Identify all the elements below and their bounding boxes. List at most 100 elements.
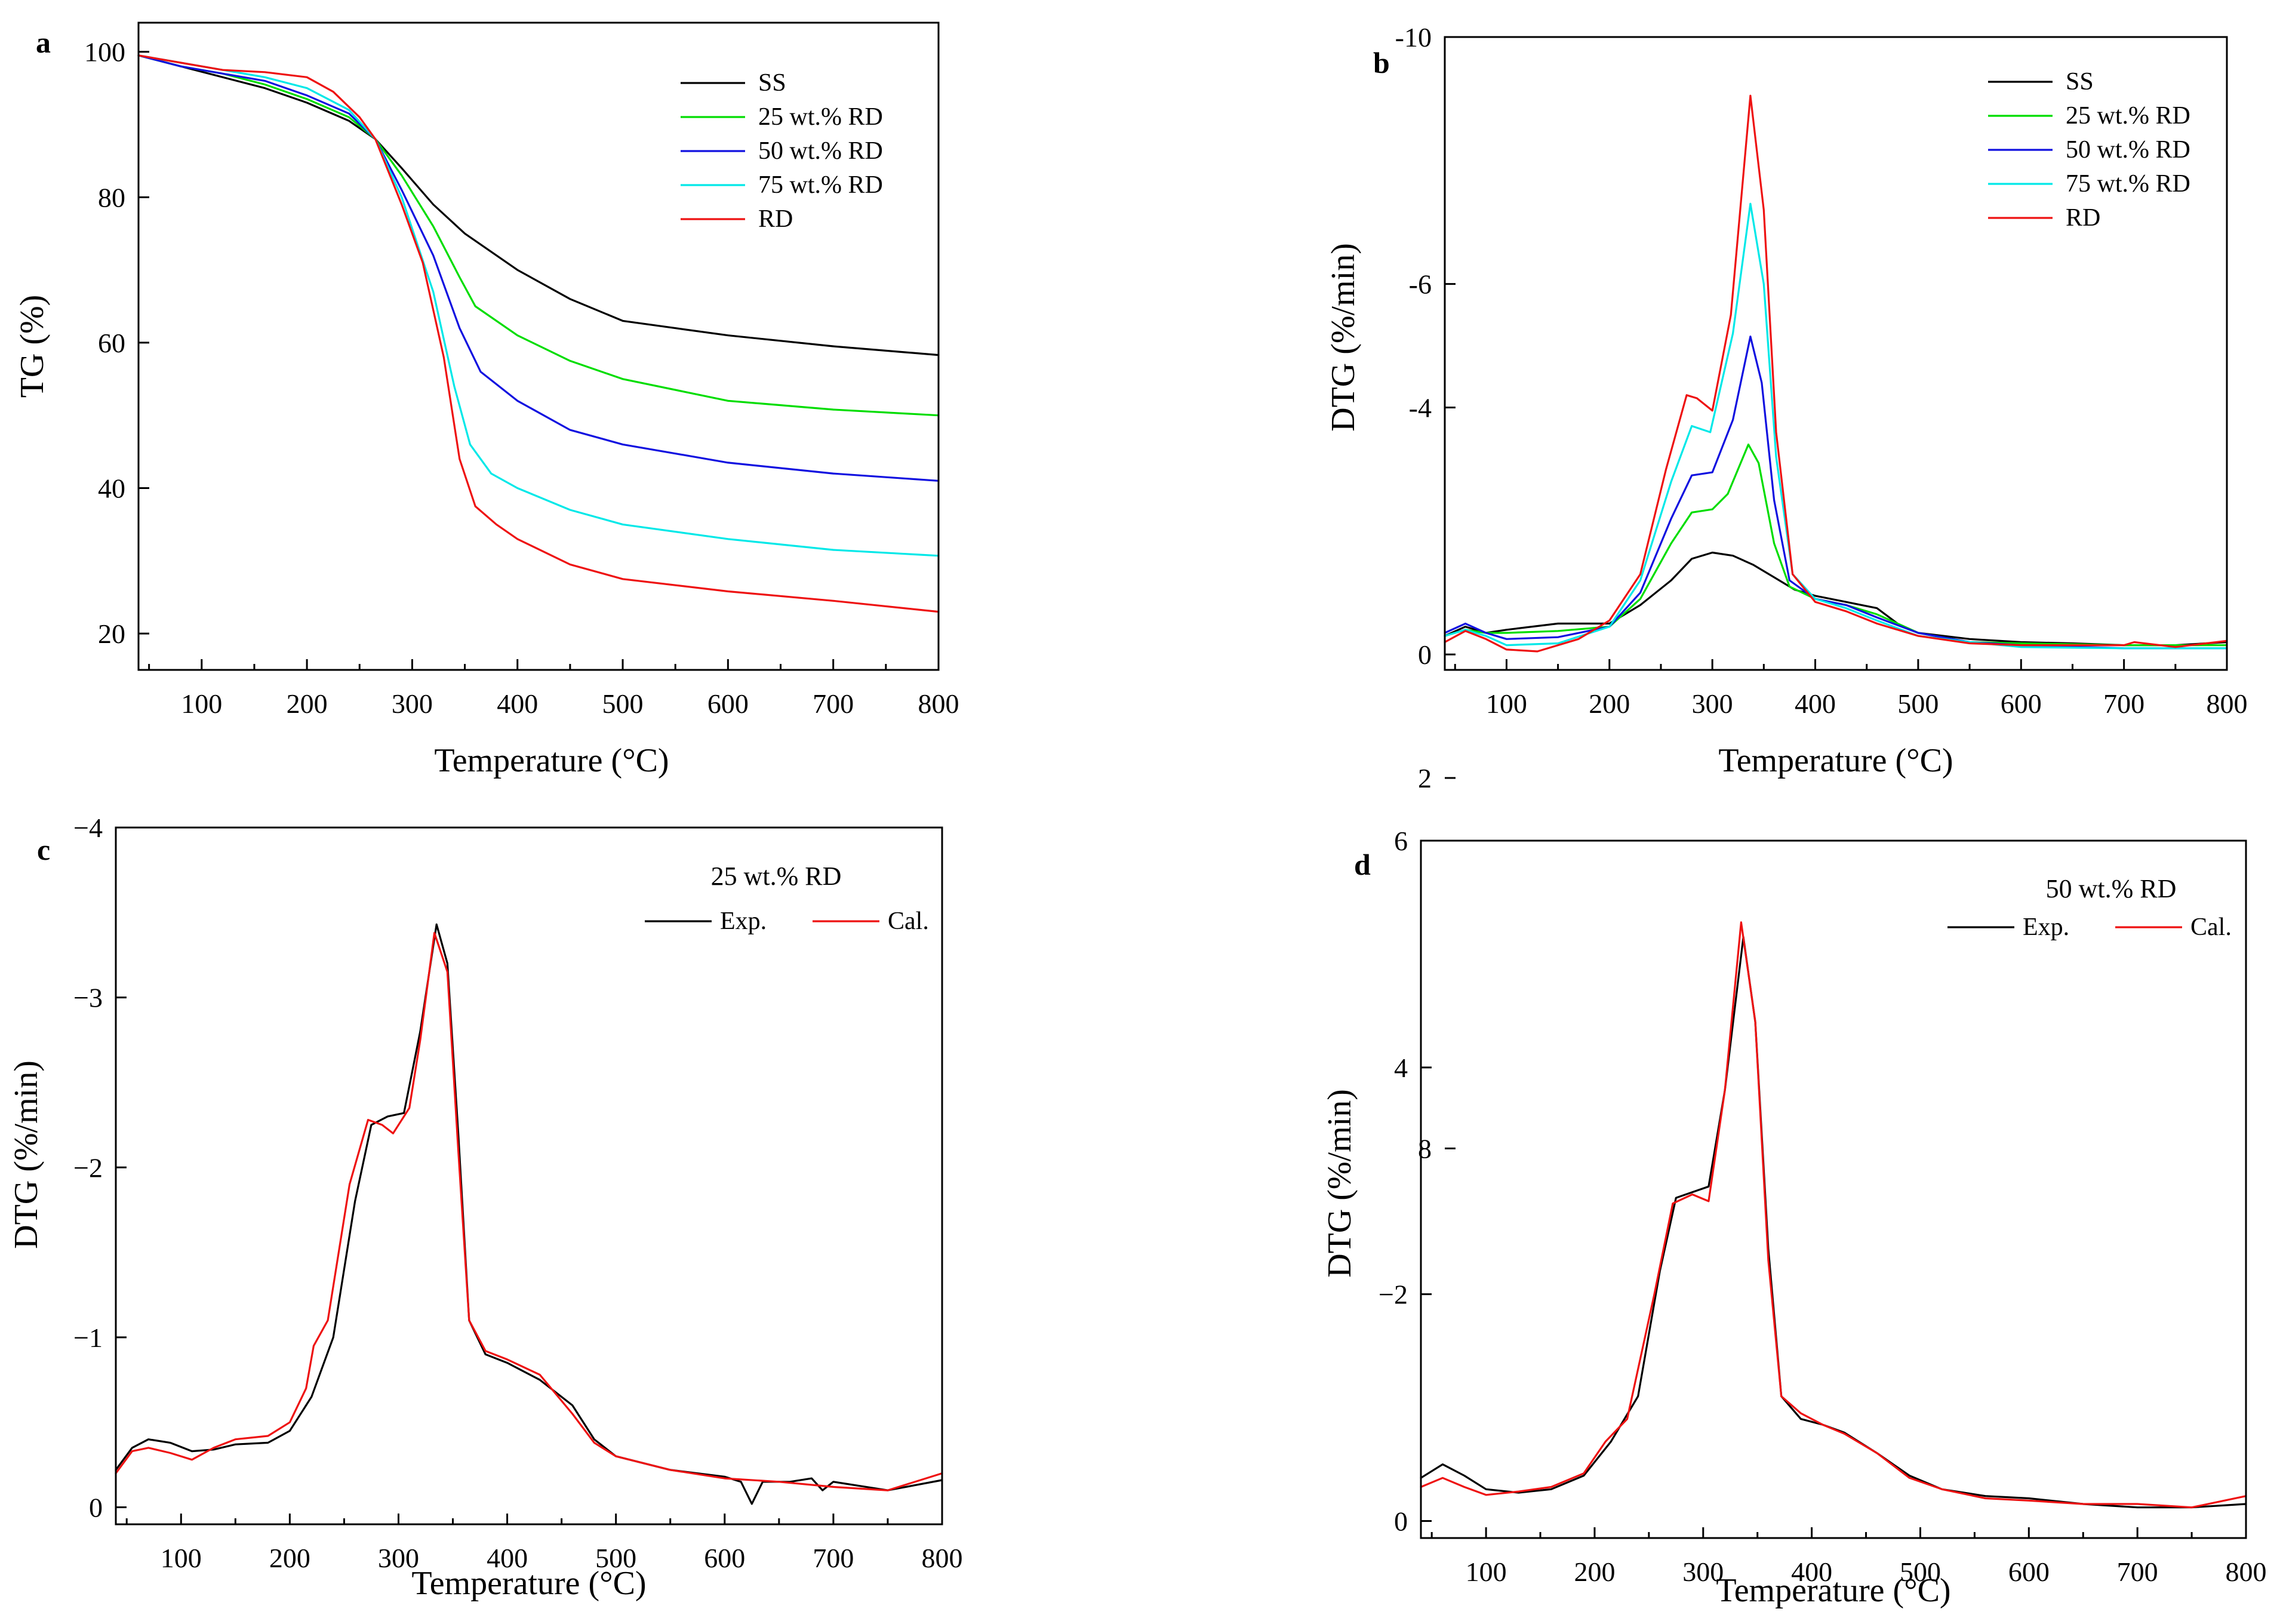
y-tick-label: −4 — [73, 813, 103, 843]
panel-title: 50 wt.% RD — [2046, 874, 2177, 903]
legend-label-25-wt-rd: 25 wt.% RD — [758, 103, 883, 131]
legend-label-rd: RD — [758, 205, 793, 233]
y-axis-label: DTG (%/min) — [1321, 1089, 1358, 1278]
x-tick-label: 500 — [1897, 688, 1939, 719]
series-line-50-wt-rd — [137, 54, 940, 482]
x-tick-label: 100 — [181, 688, 222, 719]
panel-title: 25 wt.% RD — [711, 862, 842, 891]
y-tick-label: 80 — [98, 182, 125, 213]
x-tick-label: 200 — [1574, 1557, 1615, 1587]
x-tick-label: 100 — [161, 1543, 202, 1573]
y-tick-label: −2 — [73, 1152, 103, 1183]
y-tick-label: −3 — [73, 983, 103, 1013]
x-tick-label: 800 — [922, 1543, 963, 1573]
series-line-ss — [1444, 551, 2228, 647]
x-tick-label: 300 — [392, 688, 433, 719]
series-line-25-wt-rd — [137, 54, 940, 417]
plot-area — [1444, 94, 2228, 653]
series-line-25-wt-rd — [1444, 443, 2228, 647]
series-line-exp — [1420, 936, 2247, 1509]
x-axis-label: Temperature (°C) — [1718, 742, 1953, 779]
x-tick-label: 300 — [1692, 688, 1733, 719]
x-axis: 100 200 300 400 500 600 700 800 — [1430, 1527, 2267, 1587]
legend-label-50-wt-rd: 50 wt.% RD — [2066, 136, 2190, 164]
series-line-cal — [1420, 921, 2247, 1509]
plot-frame — [1444, 36, 2228, 671]
legend-label-25-wt-rd: 25 wt.% RD — [2066, 102, 2190, 130]
panel-label: b — [1373, 46, 1390, 79]
x-tick-label: 600 — [704, 1543, 745, 1573]
y-axis: 0 2 -4 -6 8 -10 — [1395, 22, 1456, 1164]
x-tick-label: 300 — [1682, 1557, 1724, 1587]
y-tick-label: 100 — [84, 37, 125, 67]
legend-label-ss: SS — [2066, 68, 2094, 96]
x-tick-label: 700 — [813, 1543, 854, 1573]
x-tick-label: 400 — [1795, 688, 1836, 719]
panel-label: d — [1354, 848, 1371, 881]
panel-d: d 100 200 300 400 500 600 700 800 0 −2 4 6 Tempera… — [1321, 826, 2267, 1609]
legend-label-75-wt-rd: 75 wt.% RD — [758, 171, 883, 199]
panel-c: c 100 200 300 400 500 600 700 800 0 −1 −2 −3 −4 Tem… — [8, 813, 963, 1602]
y-tick-label: 0 — [89, 1493, 103, 1523]
y-tick-label: 6 — [1394, 826, 1408, 856]
x-tick-label: 600 — [707, 688, 749, 719]
series-line-rd — [1444, 94, 2228, 653]
y-tick-label: 20 — [98, 619, 125, 649]
y-tick-label: −1 — [73, 1322, 103, 1353]
y-tick-label: 8 — [1418, 1133, 1432, 1164]
legend-label-cal: Cal. — [2190, 914, 2232, 941]
x-axis-label: Temperature (°C) — [434, 742, 669, 779]
series-line-75-wt-rd — [1444, 202, 2228, 650]
x-axis: 100 200 300 400 500 600 700 800 — [148, 659, 959, 719]
series-line-75-wt-rd — [137, 54, 940, 557]
x-tick-label: 100 — [1486, 688, 1527, 719]
x-tick-label: 600 — [2001, 688, 2042, 719]
x-tick-label: 800 — [2226, 1557, 2267, 1587]
x-tick-label: 300 — [378, 1543, 419, 1573]
series-line-50-wt-rd — [1444, 336, 2228, 650]
x-tick-label: 800 — [2207, 688, 2248, 719]
legend-label-cal: Cal. — [888, 908, 929, 935]
series-line-ss — [137, 54, 940, 356]
y-axis-label: DTG (%/min) — [8, 1060, 45, 1249]
x-tick-label: 500 — [1900, 1557, 1941, 1587]
x-tick-label: 500 — [602, 688, 644, 719]
plot-frame — [1420, 839, 2247, 1539]
y-tick-label: 60 — [98, 328, 125, 358]
x-axis-label: Temperature (°C) — [1716, 1572, 1950, 1609]
x-tick-label: 500 — [595, 1543, 636, 1573]
x-axis-label: Temperature (°C) — [411, 1565, 646, 1602]
y-axis: 0 −1 −2 −3 −4 — [73, 813, 127, 1523]
x-tick-label: 100 — [1466, 1557, 1507, 1587]
y-tick-label: -10 — [1395, 22, 1432, 53]
legend-label-75-wt-rd: 75 wt.% RD — [2066, 170, 2190, 198]
legend-label-50-wt-rd: 50 wt.% RD — [758, 137, 883, 165]
x-tick-label: 200 — [287, 688, 328, 719]
panel-label: c — [37, 833, 50, 866]
x-axis: 100 200 300 400 500 600 700 800 — [125, 1514, 963, 1573]
series-line-cal — [115, 931, 943, 1491]
x-tick-label: 700 — [2117, 1557, 2158, 1587]
legend-label-exp: Exp. — [720, 908, 767, 935]
legend: Exp. Cal. — [1947, 914, 2232, 941]
x-tick-label: 700 — [2103, 688, 2144, 719]
x-tick-label: 400 — [1791, 1557, 1832, 1587]
y-tick-label: -6 — [1409, 269, 1432, 300]
legend: SS 25 wt.% RD 50 wt.% RD 75 wt.% RD RD — [1988, 68, 2190, 232]
legend-label-ss: SS — [758, 69, 786, 97]
panel-label: a — [36, 26, 51, 59]
y-axis: 0 −2 4 6 — [1379, 826, 1432, 1537]
legend: SS 25 wt.% RD 50 wt.% RD 75 wt.% RD RD — [681, 69, 883, 233]
x-tick-label: 600 — [2008, 1557, 2050, 1587]
x-axis: 100 200 300 400 500 600 700 800 — [1454, 659, 2248, 719]
panel-b: b 100 200 300 400 500 600 700 800 0 2 -4 -6 8 -10 Te… — [1325, 22, 2248, 1164]
panel-a: a 100 200 300 400 500 600 700 800 20 40 60 80 100 T… — [14, 21, 959, 779]
x-tick-label: 700 — [813, 688, 854, 719]
legend-label-exp: Exp. — [2023, 914, 2069, 941]
y-tick-label: 40 — [98, 473, 125, 504]
x-tick-label: 400 — [497, 688, 538, 719]
plot-area — [1420, 921, 2247, 1509]
x-tick-label: 800 — [918, 688, 959, 719]
y-tick-label: 4 — [1394, 1053, 1408, 1083]
